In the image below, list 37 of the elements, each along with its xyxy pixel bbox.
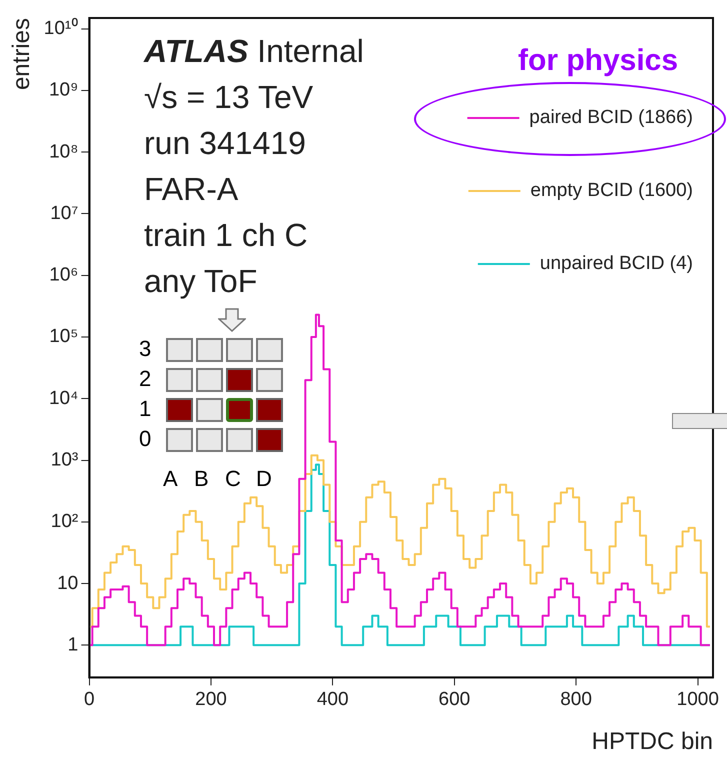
annotation: 1 [139,396,152,422]
y-axis-title: entries [8,18,36,90]
x-tick-label: 400 [316,689,349,710]
y-tick-label: 10¹⁰ [44,17,78,40]
annotation: any ToF [144,262,258,300]
x-tick-label: 600 [438,689,470,710]
x-tick-label: 200 [195,689,227,710]
x-tick-label: 1000 [676,689,719,710]
annotation: 2 [139,366,152,392]
y-tick-label: 10⁸ [49,141,78,162]
y-tick-label: 10⁴ [48,388,78,409]
annotation: D [256,466,272,492]
y-tick-label: 10⁶ [49,264,78,286]
annotation: √s = 13 TeV [144,78,314,116]
legend-label: empty BCID (1600) [530,180,694,202]
y-tick-label: 10 [57,572,78,594]
annotation: 3 [139,336,152,362]
annotation: FAR-A [144,170,238,208]
y-tick-label: 10³ [50,450,78,471]
x-axis-title: HPTDC bin [592,728,713,756]
annotation: B [194,466,209,492]
x-tick-label: 0 [84,689,95,710]
annotation: train 1 ch C [144,216,308,254]
legend-label: paired BCID (1866) [529,107,694,128]
annotation: ATLAS Internal [144,32,364,70]
y-tick-label: 1 [68,634,78,656]
legend-label: unpaired BCID (4) [540,253,693,274]
annotation: C [225,466,241,492]
y-tick-label: 10⁵ [49,326,78,348]
annotation: run 341419 [144,124,306,162]
y-tick-label: 10⁷ [50,202,78,224]
y-tick-label: 10⁹ [48,80,78,101]
x-tick-label: 800 [560,689,592,710]
annotation: A [163,466,178,492]
y-tick-label: 10² [50,511,78,532]
annotation: 0 [139,426,152,452]
annotation: for physics [518,44,678,78]
